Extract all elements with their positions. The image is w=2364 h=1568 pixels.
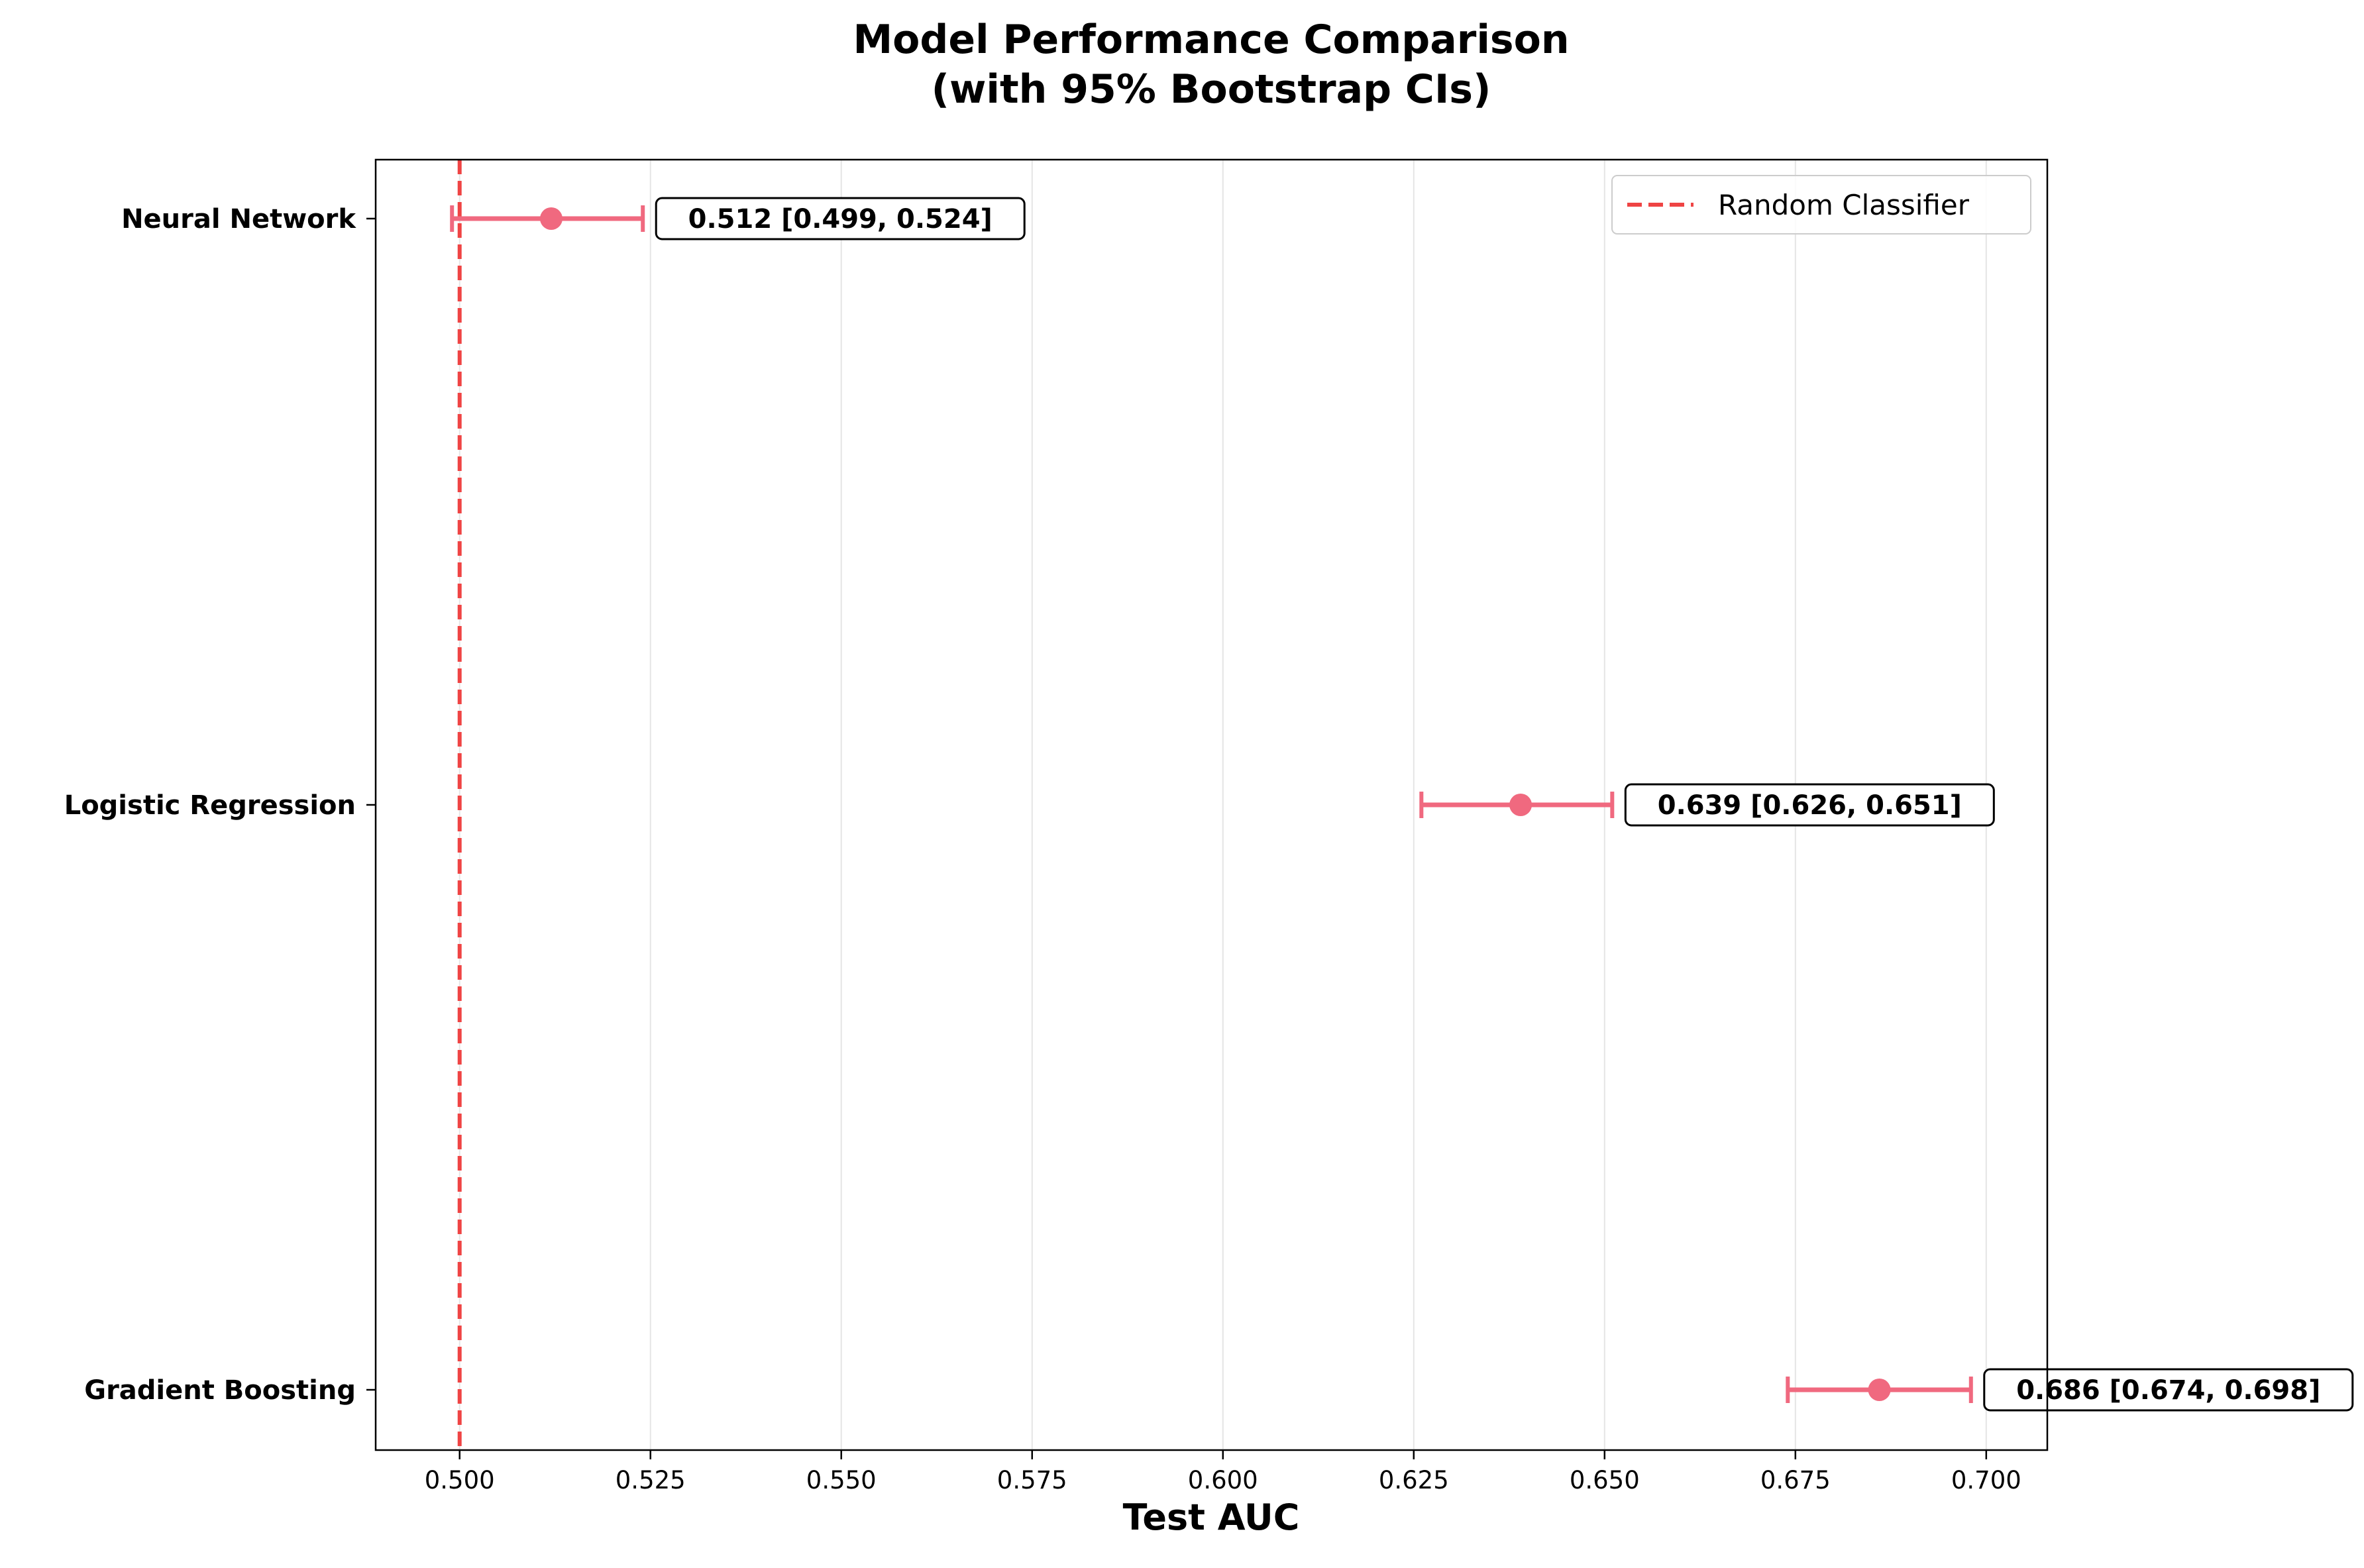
y-tick-label: Gradient Boosting xyxy=(84,1375,356,1406)
y-tick-label: Neural Network xyxy=(121,204,356,235)
x-tick-label: 0.625 xyxy=(1379,1466,1449,1494)
x-tick-label: 0.650 xyxy=(1570,1466,1640,1494)
data-label-box xyxy=(655,197,1026,240)
auc-point-marker xyxy=(1868,1379,1891,1401)
chart-title-line-1: Model Performance Comparison xyxy=(853,17,1569,63)
legend-box xyxy=(1611,175,2031,235)
auc-point-marker xyxy=(1509,794,1532,816)
x-tick-label: 0.525 xyxy=(616,1466,686,1494)
auc-point-marker xyxy=(539,207,563,230)
x-tick-label: 0.600 xyxy=(1188,1466,1258,1494)
data-label: 0.512 [0.499, 0.524] xyxy=(688,204,993,235)
x-tick-label: 0.575 xyxy=(997,1466,1067,1494)
data-label: 0.686 [0.674, 0.698] xyxy=(2016,1375,2320,1406)
x-tick-label: 0.675 xyxy=(1760,1466,1831,1494)
data-label-box xyxy=(1624,783,1995,827)
legend: Random Classifier xyxy=(1611,175,2031,235)
x-axis-label: Test AUC xyxy=(1123,1496,1300,1538)
errorbar-point: 0.512 [0.499, 0.524] xyxy=(450,197,1026,240)
errorbar-point: 0.686 [0.674, 0.698] xyxy=(1786,1368,2354,1412)
data-label: 0.639 [0.626, 0.651] xyxy=(1658,790,1962,821)
x-axis-ticks: 0.500 0.525 0.550 0.575 0.600 0.625 0.650 0.675… xyxy=(425,1450,2021,1494)
chart-title-line-2: (with 95% Bootstrap CIs) xyxy=(932,66,1491,113)
legend-label-random-classifier: Random Classifier xyxy=(1718,189,1970,221)
x-tick-label: 0.550 xyxy=(806,1466,877,1494)
y-axis-ticks: Neural Network Logistic Regression Gradien… xyxy=(64,204,376,1406)
data-layer: 0.512 [0.499, 0.524] 0.639 [0.626, 0.651]… xyxy=(450,197,2354,1412)
x-tick-label: 0.500 xyxy=(425,1466,495,1494)
x-tick-label: 0.700 xyxy=(1951,1466,2021,1494)
data-label-box xyxy=(1983,1368,2354,1412)
y-tick-label: Logistic Regression xyxy=(64,790,356,821)
errorbar-point: 0.639 [0.626, 0.651] xyxy=(1419,783,1995,827)
